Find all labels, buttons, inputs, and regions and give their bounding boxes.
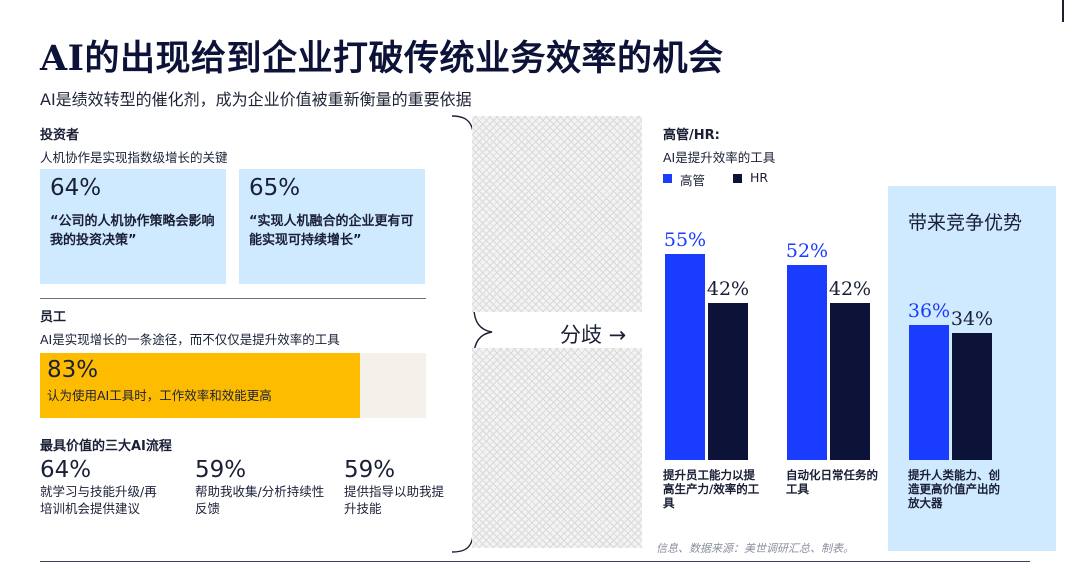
process-item-1: 64% 就学习与技能升级/再培训机会提供建议 [40,457,170,517]
hatched-region-bottom [472,348,642,548]
bar-hr-1 [708,302,748,460]
bar-label-exec-1: 55% [663,228,707,251]
chart-title: 高管/HR: [663,128,720,143]
top-right-rule [1062,0,1064,22]
employees-heading: 员工 [40,310,67,325]
bar-exec-1 [665,253,705,460]
process-2-text: 帮助我收集/分析持续性反馈 [195,484,325,516]
process-1-text: 就学习与技能升级/再培训机会提供建议 [40,484,157,516]
source-note: 信息、数据来源：美世调研汇总、制表。 [656,542,854,555]
category-label-2: 自动化日常任务的工具 [786,468,878,496]
process-item-2: 59% 帮助我收集/分析持续性反馈 [195,457,330,517]
legend-label-exec: 高管 [680,173,706,188]
legend-label-hr: HR [750,170,769,185]
investor-stat-2-pct: 65% [249,175,301,201]
bottom-rule [40,561,1030,562]
process-3-text: 提供指导以助我提升技能 [344,484,445,516]
bar-label-hr-1: 42% [706,277,750,300]
investor-stat-card-2: 65% “实现人机融合的企业更有可能实现可持续增长” [239,169,425,284]
process-2-pct: 59% [195,457,247,483]
investors-heading: 投资者 [40,128,80,143]
employees-subheading: AI是实现增长的一条途径，而不仅仅是提升效率的工具 [40,332,340,347]
investor-stat-1-pct: 64% [50,175,102,201]
page-title: AI的出现给到企业打破传统业务效率的机会 [40,38,724,79]
bar-hr-2 [830,302,870,460]
hatched-region-top [472,116,642,312]
legend-swatch-exec [663,174,672,183]
section-divider-1 [40,298,426,299]
chart-subtitle: AI是提升效率的工具 [663,150,776,165]
investor-stat-2-quote: “实现人机融合的企业更有可能实现可持续增长” [249,214,414,248]
bar-label-hr-2: 42% [828,277,872,300]
employee-stat-pct: 83% [47,357,99,383]
employee-stat-track: 83% 认为使用AI工具时，工作效率和效能更高 [40,353,426,418]
competitive-advantage-title: 带来竞争优势 [908,212,1023,234]
processes-heading: 最具价值的三大AI流程 [40,439,172,454]
employee-stat-fill [40,353,360,418]
process-1-pct: 64% [40,457,92,483]
investors-subheading: 人机协作是实现指数级增长的关键 [40,150,228,165]
process-3-pct: 59% [344,457,396,483]
investor-stat-1-quote: “公司的人机协作策略会影响我的投资决策” [50,214,215,248]
divergence-label: 分歧 → [560,323,627,347]
category-label-3: 提升人类能力、创造更高价值产出的放大器 [908,468,1000,510]
employee-stat-text: 认为使用AI工具时，工作效率和效能更高 [47,388,272,403]
investor-stat-card-1: 64% “公司的人机协作策略会影响我的投资决策” [40,169,226,284]
process-item-3: 59% 提供指导以助我提升技能 [344,457,459,517]
page-subtitle: AI是绩效转型的催化剂，成为企业价值被重新衡量的重要依据 [40,90,472,109]
legend-swatch-hr [733,174,742,183]
category-label-1: 提升员工能力以提高生产力/效率的工具 [663,468,760,510]
bar-exec-2 [787,265,827,460]
bar-label-exec-2: 52% [785,240,829,262]
